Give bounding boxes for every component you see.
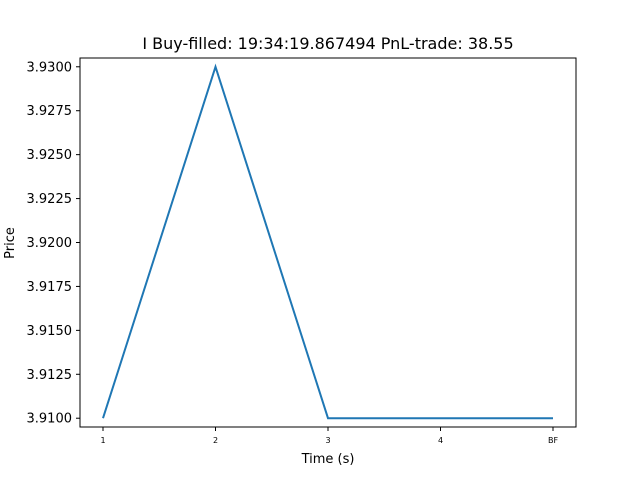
x-tick-label: 1 [100,436,105,445]
y-tick-label: 3.9225 [27,192,73,207]
y-tick-label: 3.9275 [27,104,73,119]
y-axis-label: Price [3,227,18,259]
x-tick-label: BF [548,436,558,445]
y-tick-label: 3.9200 [27,236,73,251]
x-tick-label: 2 [213,436,218,445]
x-tick-label: 4 [438,436,443,445]
x-axis-ticks: 1 2 3 4 BF [100,427,558,445]
y-tick-label: 3.9175 [27,280,73,295]
y-tick-label: 3.9100 [27,412,73,427]
x-tick-label: 3 [325,436,330,445]
chart-title: I Buy-filled: 19:34:19.867494 PnL-trade:… [142,34,513,53]
plot-area-frame [79,57,577,428]
data-series [102,63,554,420]
y-tick-label: 3.9250 [27,148,73,163]
x-axis-label: Time (s) [301,452,355,467]
y-tick-label: 3.9125 [27,368,73,383]
y-tick-label: 3.9150 [27,324,73,339]
y-axis-ticks: 3.9100 3.9125 3.9150 3.9175 3.9200 3.9225 3.92… [27,60,80,427]
y-tick-label: 3.9300 [27,60,73,75]
